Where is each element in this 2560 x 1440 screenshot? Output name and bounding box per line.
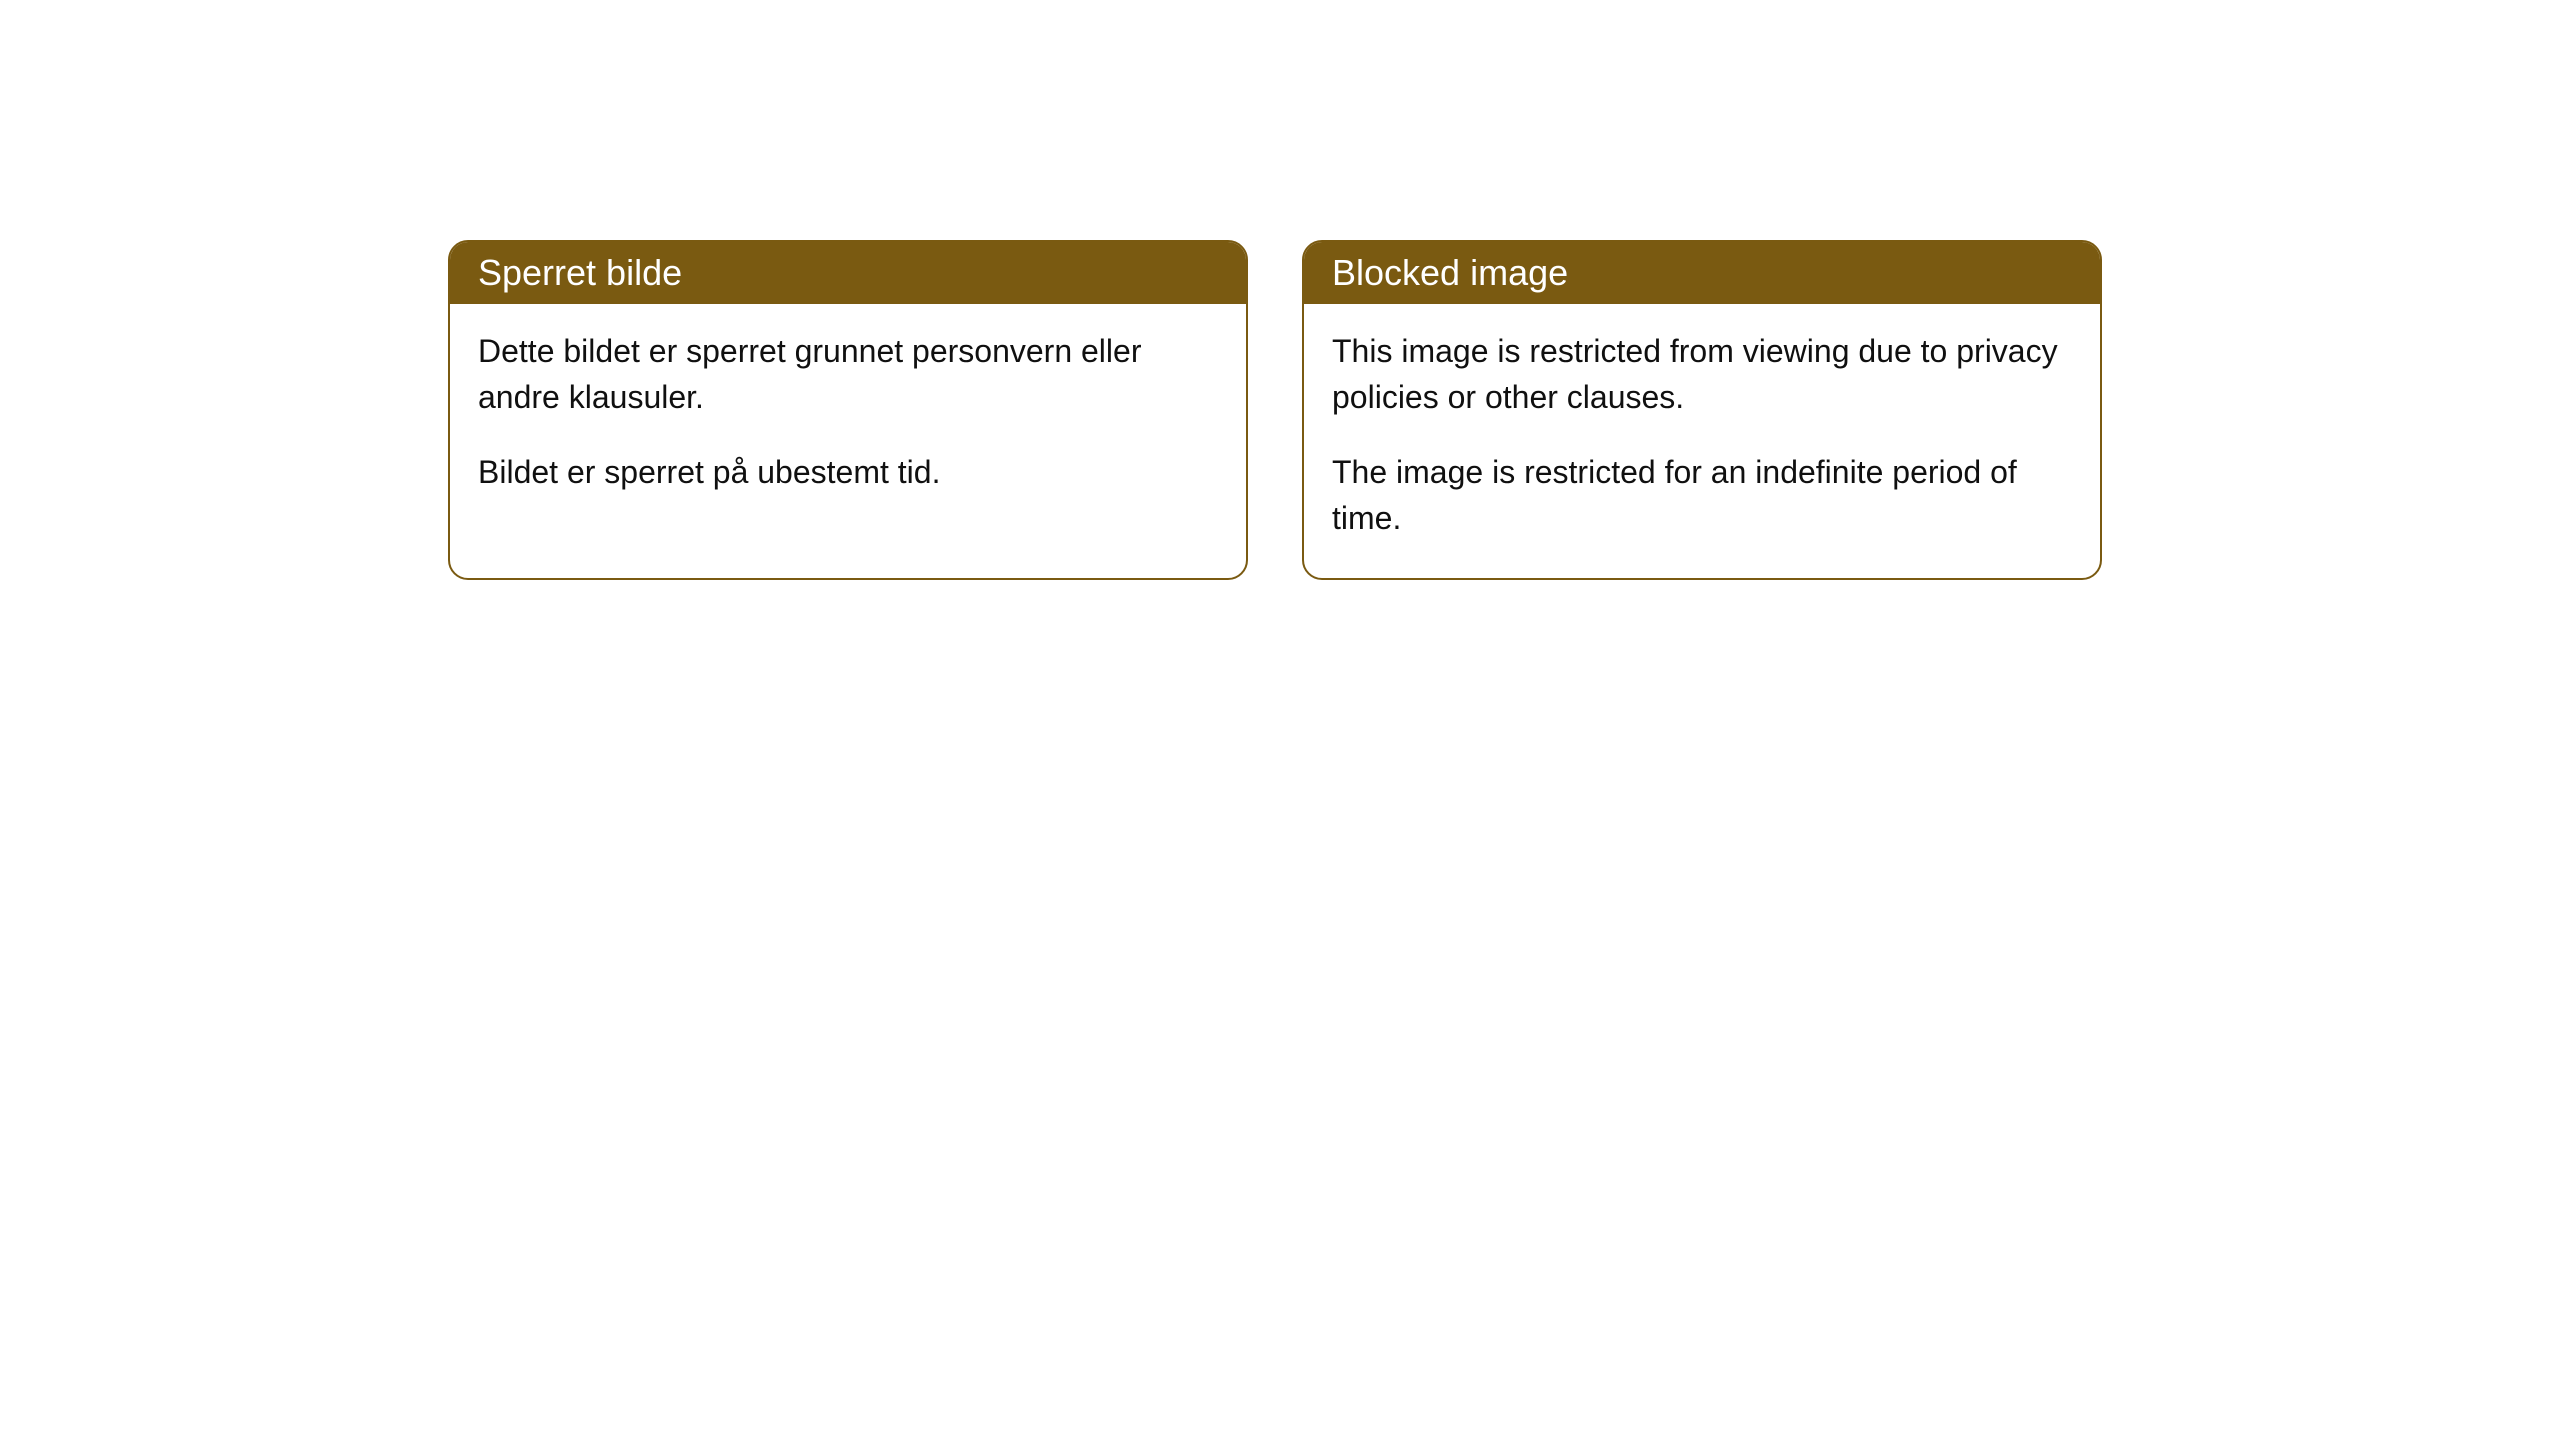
card-title: Sperret bilde	[478, 252, 682, 293]
card-body-english: This image is restricted from viewing du…	[1304, 304, 2100, 578]
card-body-norwegian: Dette bildet er sperret grunnet personve…	[450, 304, 1246, 531]
notice-card-english: Blocked image This image is restricted f…	[1302, 240, 2102, 580]
card-paragraph: Bildet er sperret på ubestemt tid.	[478, 449, 1218, 495]
card-header-norwegian: Sperret bilde	[450, 242, 1246, 304]
notice-card-norwegian: Sperret bilde Dette bildet er sperret gr…	[448, 240, 1248, 580]
card-title: Blocked image	[1332, 252, 1568, 293]
notice-cards-container: Sperret bilde Dette bildet er sperret gr…	[0, 0, 2560, 580]
card-paragraph: This image is restricted from viewing du…	[1332, 328, 2072, 421]
card-paragraph: The image is restricted for an indefinit…	[1332, 449, 2072, 542]
card-paragraph: Dette bildet er sperret grunnet personve…	[478, 328, 1218, 421]
card-header-english: Blocked image	[1304, 242, 2100, 304]
